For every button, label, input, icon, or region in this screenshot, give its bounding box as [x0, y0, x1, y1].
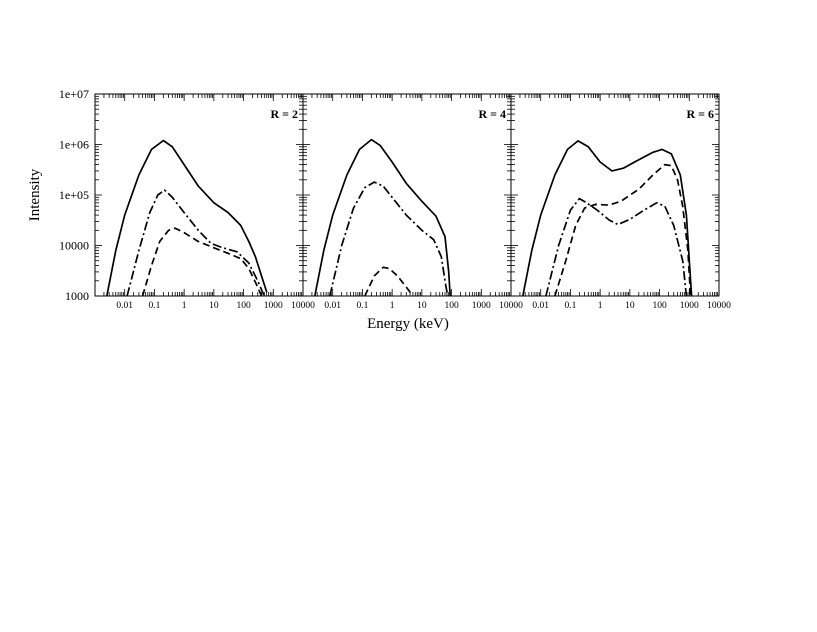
series-line-dash-dot: [126, 189, 266, 296]
x-tick-label: 0.01: [116, 301, 133, 311]
series-line-dashed: [141, 227, 263, 296]
x-tick-label: 1: [598, 301, 603, 311]
x-tick-labels: 0.01 0.1 1 10 100 1000 10000: [116, 301, 315, 311]
series-group: [313, 138, 452, 296]
x-tick-label: 10: [625, 301, 635, 311]
x-tick-label: 0.1: [564, 301, 576, 311]
y-ticks: [511, 95, 719, 297]
x-tick-label: 0.1: [148, 301, 160, 311]
y-tick-label: 1000: [65, 289, 89, 303]
series-group: [105, 139, 268, 296]
chart-panel: 0.01 0.1 1 10 100 1000 10000 R = 2: [94, 93, 315, 311]
x-tick-label: 10000: [707, 301, 731, 311]
x-tick-label: 10000: [499, 301, 523, 311]
chart-panel: 0.01 0.1 1 10 100 1000 10000 R = 4: [302, 93, 523, 311]
x-tick-label: 100: [236, 301, 251, 311]
panel-label: R = 4: [478, 107, 506, 121]
x-tick-label: 1000: [680, 301, 699, 311]
x-tick-label: 1000: [264, 301, 283, 311]
series-line-solid: [313, 138, 452, 296]
panel-label: R = 2: [270, 107, 298, 121]
panel-label: R = 6: [686, 107, 714, 121]
series-line-dashed: [554, 163, 692, 296]
x-tick-label: 0.1: [356, 301, 368, 311]
panel-frame: [510, 93, 720, 297]
x-ticks: [94, 94, 303, 296]
x-tick-label: 10: [417, 301, 427, 311]
x-tick-label: 100: [444, 301, 459, 311]
x-tick-label: 0.01: [532, 301, 549, 311]
x-ticks: [302, 94, 511, 296]
series-group: [521, 140, 693, 296]
y-ticks: [95, 95, 303, 297]
y-axis-tick-labels: 1000 10000 1e+05 1e+06 1e+07: [59, 87, 89, 303]
y-tick-label: 1e+07: [59, 87, 89, 101]
y-ticks: [303, 95, 511, 297]
panel-frame: [302, 93, 512, 297]
series-line-solid: [105, 139, 268, 296]
x-tick-label: 1: [182, 301, 187, 311]
series-line-solid: [521, 140, 693, 296]
series-line-dash-dot: [328, 181, 449, 296]
x-ticks: [510, 94, 719, 296]
x-tick-label: 1000: [472, 301, 491, 311]
x-tick-label: 10000: [291, 301, 315, 311]
y-tick-label: 10000: [59, 239, 89, 253]
chart-panel: 0.01 0.1 1 10 100 1000 10000 R = 6: [510, 93, 731, 311]
panel-frame: [94, 93, 304, 297]
x-axis-title: Energy (keV): [367, 316, 449, 332]
x-tick-label: 1: [390, 301, 395, 311]
x-tick-label: 10: [209, 301, 219, 311]
x-tick-label: 100: [652, 301, 667, 311]
y-tick-label: 1e+06: [59, 138, 89, 152]
series-line-dashed: [364, 266, 414, 296]
x-tick-label: 0.01: [324, 301, 341, 311]
series-line-dash-dot: [545, 197, 688, 296]
y-axis-title: Intensity: [27, 168, 43, 221]
x-tick-labels: 0.01 0.1 1 10 100 1000 10000: [532, 301, 731, 311]
x-tick-labels: 0.01 0.1 1 10 100 1000 10000: [324, 301, 523, 311]
y-tick-label: 1e+05: [59, 188, 89, 202]
